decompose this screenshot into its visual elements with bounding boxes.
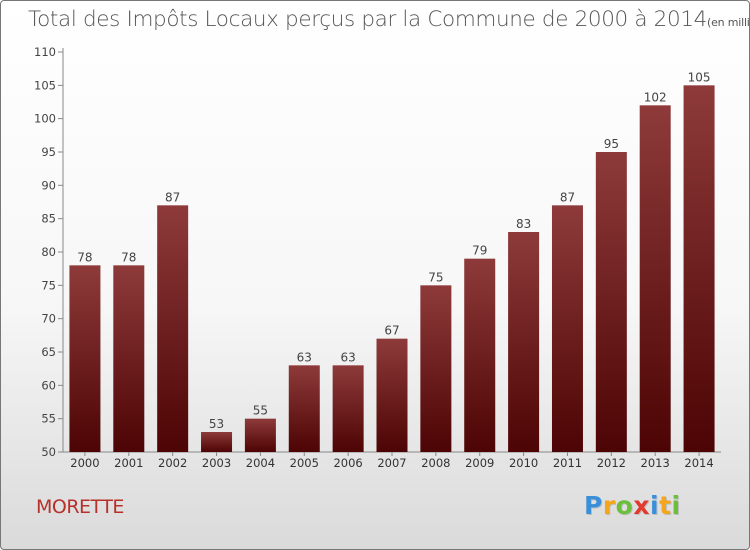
value-label: 83 bbox=[516, 217, 531, 231]
bar-2001 bbox=[113, 265, 145, 452]
x-tick-label: 2000 bbox=[70, 456, 99, 470]
x-tick-label: 2002 bbox=[158, 456, 187, 470]
bar-2010 bbox=[508, 232, 540, 452]
y-tick-label: 65 bbox=[41, 345, 56, 359]
x-tick-label: 2006 bbox=[333, 456, 362, 470]
value-label: 75 bbox=[428, 270, 443, 284]
proxiti-logo: Proxiti bbox=[584, 491, 681, 520]
bar-2013 bbox=[639, 105, 671, 452]
logo-letter: x bbox=[633, 491, 650, 520]
bar-2011 bbox=[551, 205, 583, 452]
y-tick-label: 105 bbox=[34, 78, 56, 92]
logo-letter: i bbox=[650, 491, 660, 520]
bar-2000 bbox=[69, 265, 101, 452]
bar-2012 bbox=[595, 152, 627, 452]
bar-2005 bbox=[288, 365, 320, 452]
bar-2002 bbox=[157, 205, 189, 452]
x-tick-label: 2008 bbox=[421, 456, 450, 470]
bar-2003 bbox=[201, 432, 233, 452]
bar-2004 bbox=[244, 418, 276, 452]
title-text: Total des Impôts Locaux perçus par la Co… bbox=[28, 7, 707, 32]
y-tick-label: 85 bbox=[41, 212, 56, 226]
value-label: 79 bbox=[472, 244, 487, 258]
bar-2014 bbox=[683, 85, 715, 452]
x-tick-label: 2004 bbox=[246, 456, 275, 470]
bar-2008 bbox=[420, 285, 452, 452]
logo-letter: o bbox=[615, 491, 634, 520]
commune-name: MORETTE bbox=[36, 496, 124, 518]
y-tick-label: 90 bbox=[41, 178, 56, 192]
value-label: 102 bbox=[644, 90, 667, 104]
y-tick-label: 60 bbox=[41, 378, 56, 392]
bar-2007 bbox=[376, 338, 408, 452]
axes: 50 55 60 65 70 75 80 85 90 95 100 105 110 2000 2001 200… bbox=[34, 45, 721, 470]
y-tick-label: 55 bbox=[41, 412, 56, 426]
y-tick-label: 100 bbox=[34, 112, 56, 126]
value-label: 95 bbox=[604, 137, 619, 151]
x-tick-label: 2011 bbox=[553, 456, 582, 470]
bar-2009 bbox=[464, 258, 496, 452]
chart-title: Total des Impôts Locaux perçus par la Co… bbox=[28, 7, 750, 32]
value-label: 53 bbox=[209, 417, 224, 431]
logo-letter: i bbox=[671, 491, 681, 520]
x-tick-label: 2010 bbox=[509, 456, 538, 470]
logo-letter: P bbox=[584, 491, 603, 520]
y-tick-label: 50 bbox=[41, 445, 56, 459]
x-tick-label: 2012 bbox=[597, 456, 626, 470]
x-tick-label: 2009 bbox=[465, 456, 494, 470]
value-label: 78 bbox=[77, 250, 92, 264]
value-label: 55 bbox=[253, 404, 268, 418]
bars bbox=[69, 85, 715, 452]
value-label: 67 bbox=[384, 324, 399, 338]
y-tick-label: 75 bbox=[41, 278, 56, 292]
bar-2006 bbox=[332, 365, 364, 452]
logo-letter: t bbox=[659, 491, 672, 520]
y-tick-label: 95 bbox=[41, 145, 56, 159]
y-tick-label: 110 bbox=[34, 45, 56, 59]
value-label: 105 bbox=[688, 70, 711, 84]
value-label: 87 bbox=[165, 190, 180, 204]
y-tick-label: 80 bbox=[41, 245, 56, 259]
value-label: 87 bbox=[560, 190, 575, 204]
x-tick-label: 2005 bbox=[290, 456, 319, 470]
x-tick-label: 2003 bbox=[202, 456, 231, 470]
value-label: 63 bbox=[340, 350, 355, 364]
value-label: 78 bbox=[121, 250, 136, 264]
y-tick-label: 70 bbox=[41, 312, 56, 326]
x-tick-label: 2001 bbox=[114, 456, 143, 470]
value-label: 63 bbox=[297, 350, 312, 364]
title-unit: (en milliers d'€) bbox=[707, 16, 750, 29]
logo-letter: r bbox=[602, 491, 616, 520]
x-tick-label: 2013 bbox=[641, 456, 670, 470]
data-labels: 78 78 87 53 55 63 63 67 75 79 83 87 95 102 105 bbox=[77, 70, 710, 431]
x-tick-label: 2014 bbox=[684, 456, 713, 470]
x-tick-label: 2007 bbox=[377, 456, 406, 470]
